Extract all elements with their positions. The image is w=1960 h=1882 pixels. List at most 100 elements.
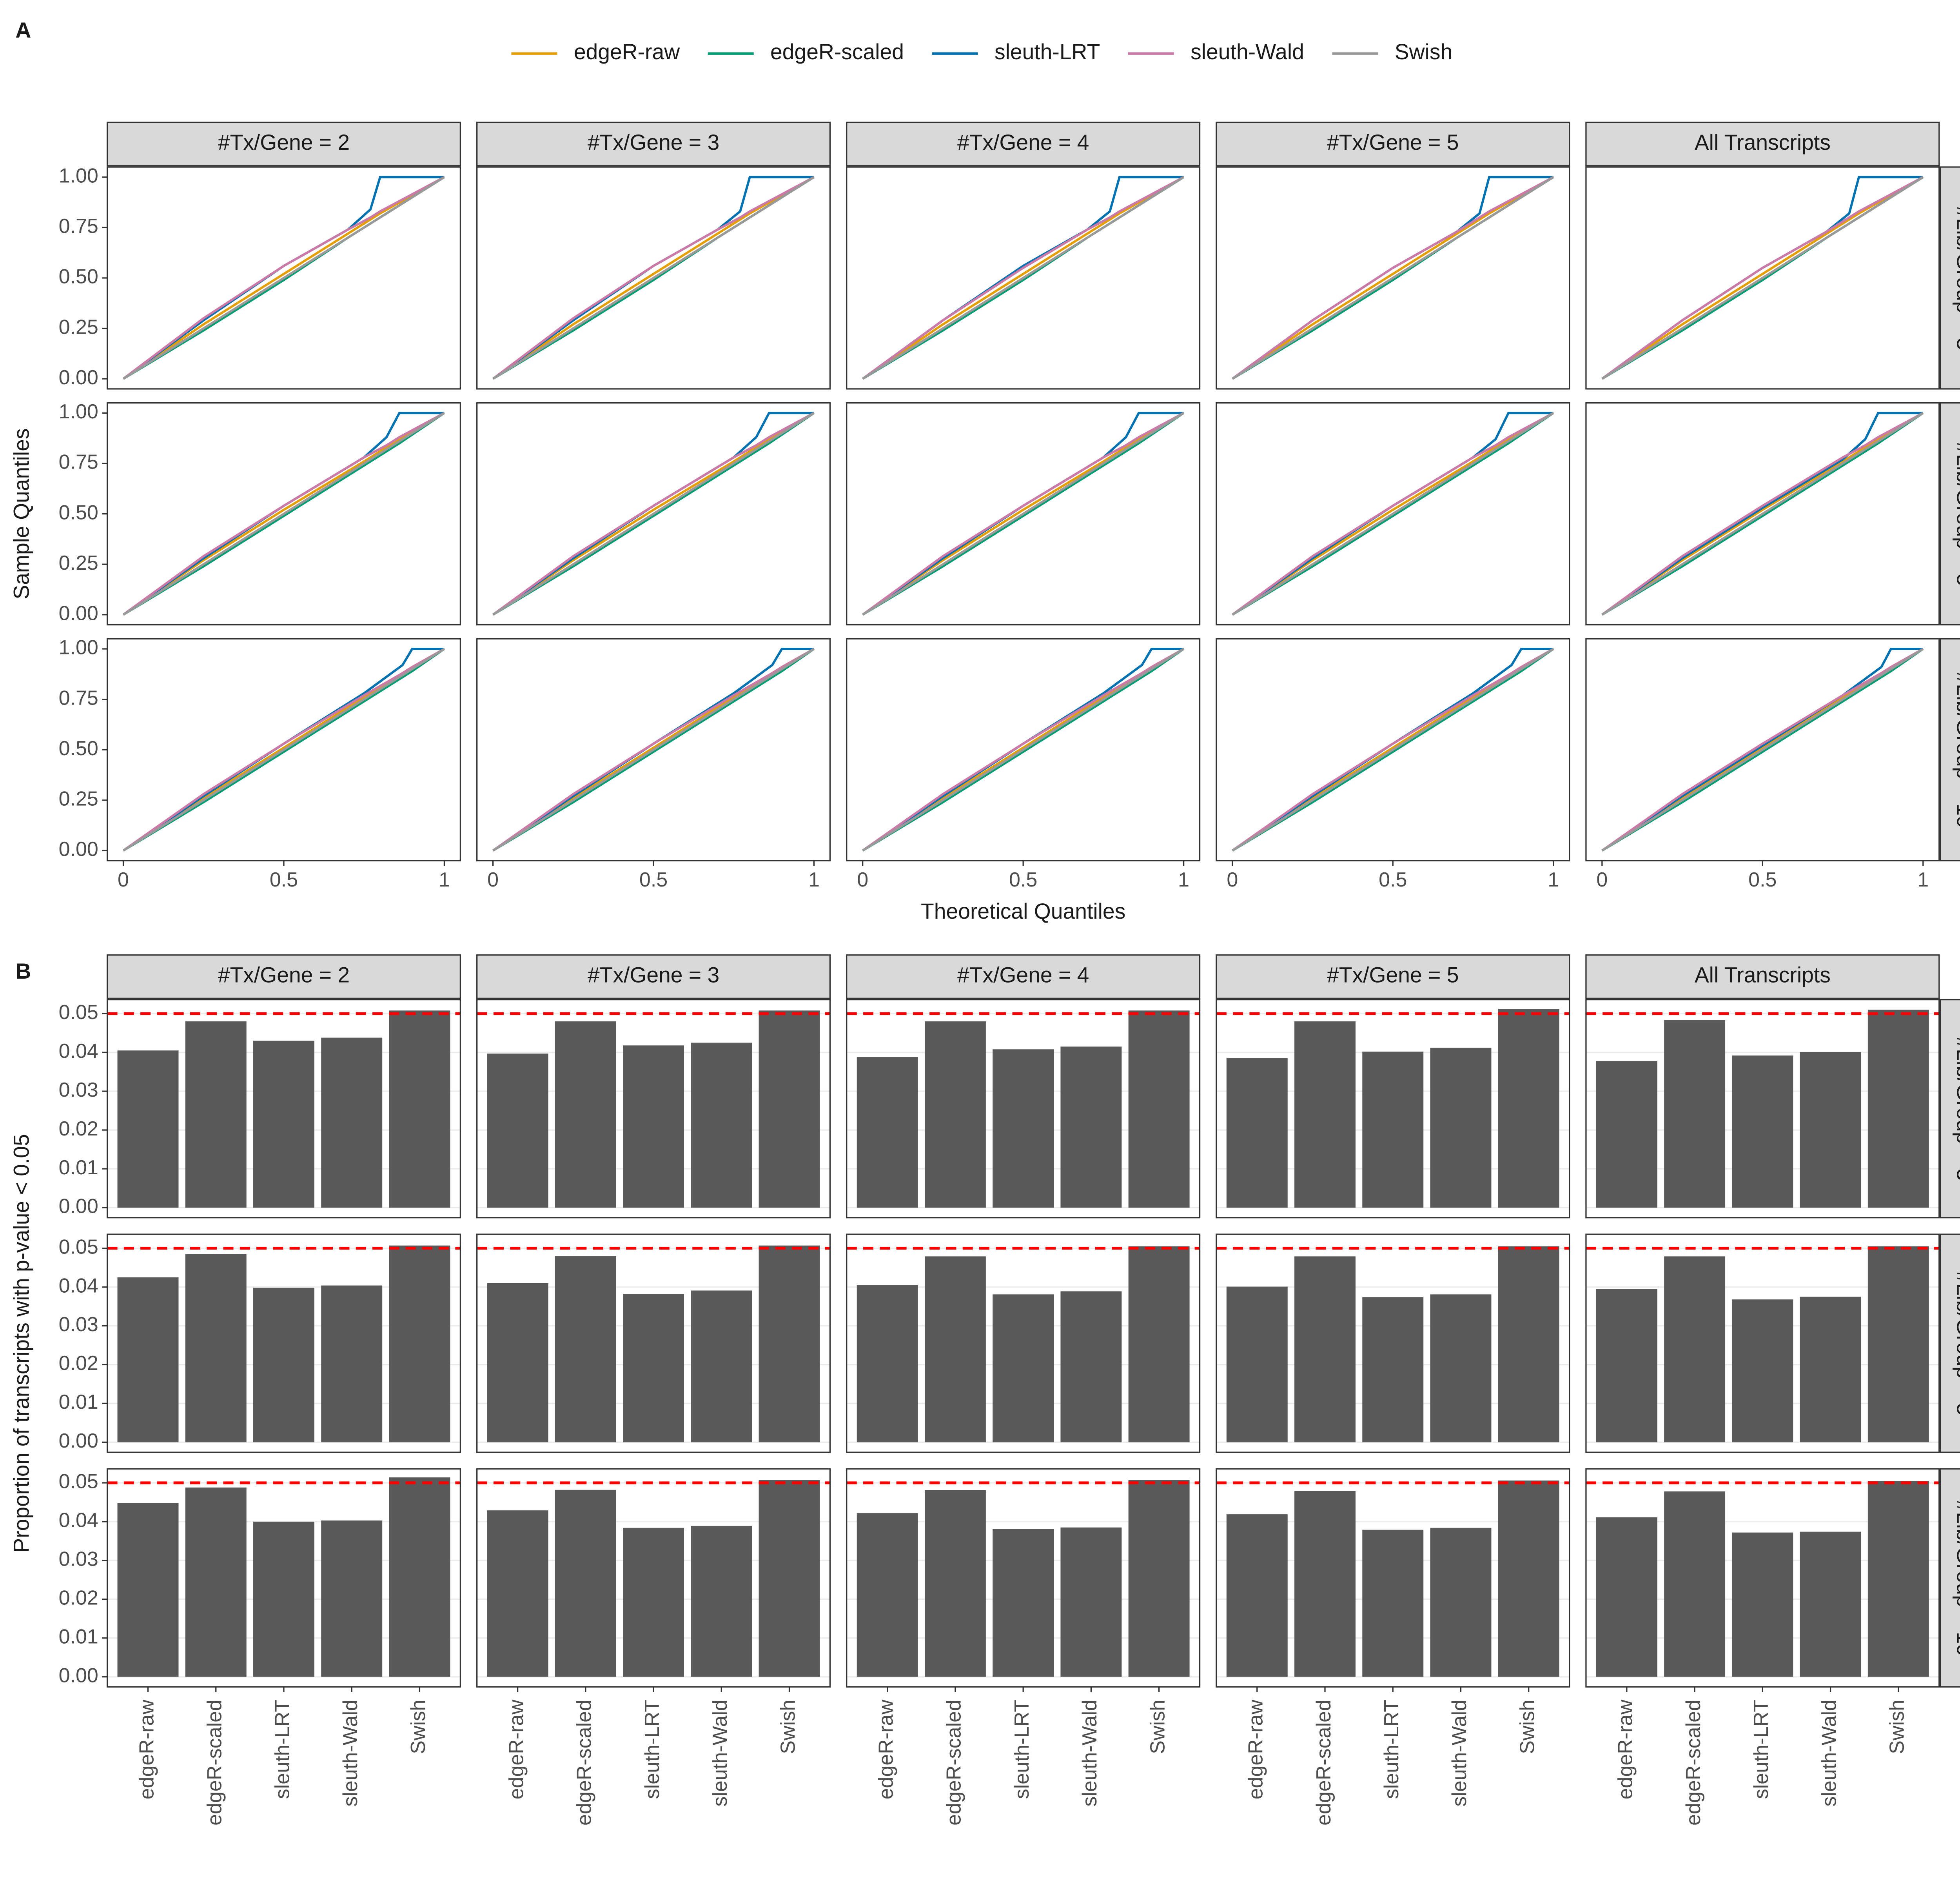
y-axis-title: Proportion of transcripts with p-value <… (9, 1134, 34, 1552)
column-strip (1585, 122, 1940, 167)
column-strip-label: #Tx/Gene = 2 (218, 963, 350, 987)
bar (1128, 1010, 1190, 1208)
bar (1060, 1046, 1122, 1208)
column-strip-label: #Tx/Gene = 5 (1327, 963, 1459, 987)
bar (321, 1037, 383, 1208)
bar (1430, 1048, 1492, 1208)
y-tick-label: 1.00 (59, 400, 98, 423)
y-tick-label: 0.00 (59, 1664, 98, 1687)
qq-line (1232, 176, 1554, 380)
x-axis-title: Theoretical Quantiles (921, 899, 1125, 923)
bar (185, 1021, 247, 1208)
x-tick-label: sleuth-LRT (1380, 1700, 1403, 1799)
bar (1867, 1481, 1929, 1677)
legend-label: edgeR-raw (574, 40, 680, 64)
bar (691, 1526, 752, 1677)
bar (117, 1503, 179, 1677)
row-strip (1940, 1468, 1960, 1688)
qq-line (122, 648, 445, 852)
x-tick-label: 0 (857, 868, 868, 891)
row-strip (1940, 166, 1960, 390)
bar (759, 1010, 820, 1208)
panel-border (106, 166, 461, 390)
bar (1226, 1286, 1288, 1442)
qq-line (1601, 176, 1924, 380)
x-tick-label: 0.5 (1379, 868, 1407, 891)
qq-line (1601, 648, 1924, 852)
bar (1498, 1481, 1559, 1677)
y-tick-label: 0.02 (59, 1587, 98, 1610)
x-tick-label: Swish (1886, 1700, 1909, 1754)
qq-line (1601, 412, 1924, 616)
qq-line (1232, 648, 1554, 852)
bar (1294, 1021, 1356, 1208)
y-tick-label: 0.00 (59, 366, 98, 389)
bar (1362, 1297, 1424, 1442)
bar (623, 1528, 684, 1677)
bar (1430, 1528, 1492, 1677)
qq-line (492, 648, 814, 852)
panel-border (846, 166, 1201, 390)
panel-border (1216, 1468, 1570, 1688)
panel-border (476, 1233, 831, 1453)
bar (857, 1057, 918, 1208)
bar (389, 1477, 450, 1677)
y-tick-label: 0.75 (59, 687, 98, 709)
column-strip-label: #Tx/Gene = 2 (218, 130, 350, 154)
qq-line (122, 648, 445, 852)
bar (924, 1490, 986, 1677)
qq-line (1232, 176, 1554, 380)
qq-line (1601, 412, 1923, 616)
column-strip-label: #Tx/Gene = 3 (588, 130, 719, 154)
qq-line (1232, 412, 1554, 616)
x-tick-label: edgeR-raw (1614, 1700, 1637, 1800)
panel-border (1216, 166, 1570, 390)
x-tick-label: edgeR-raw (875, 1700, 897, 1800)
panel-border (476, 999, 831, 1219)
column-strip-label: #Tx/Gene = 3 (588, 963, 719, 987)
legend-label: Swish (1395, 40, 1452, 64)
panel-border (846, 402, 1201, 626)
qq-line (492, 176, 815, 380)
x-tick-label: edgeR-scaled (1312, 1700, 1335, 1826)
qq-line (122, 176, 445, 380)
qq-line (492, 176, 815, 380)
x-tick-label: 1 (1917, 868, 1929, 891)
qq-line (492, 648, 815, 852)
column-strip (106, 954, 461, 999)
panel-label: A (15, 18, 31, 42)
bar (1498, 1009, 1559, 1208)
bar (1226, 1058, 1288, 1208)
qq-line (1601, 176, 1924, 380)
qq-line (122, 176, 445, 380)
y-tick-label: 0.00 (59, 1195, 98, 1218)
panel-border (476, 638, 831, 861)
qq-line (862, 176, 1185, 380)
bar (1294, 1491, 1356, 1677)
x-tick-label: sleuth-LRT (271, 1700, 294, 1799)
column-strip-label: #Tx/Gene = 5 (1327, 130, 1459, 154)
x-tick-label: sleuth-Wald (1078, 1700, 1101, 1807)
bar (321, 1285, 383, 1442)
bar (1800, 1531, 1861, 1677)
qq-line (1601, 648, 1924, 852)
qq-line (862, 648, 1185, 852)
x-tick-label: 0.5 (639, 868, 668, 891)
column-strip (1216, 954, 1570, 999)
bar (487, 1283, 548, 1442)
y-tick-label: 0.03 (59, 1548, 98, 1571)
bar (857, 1285, 918, 1442)
qq-line (492, 176, 815, 380)
bar (924, 1021, 986, 1208)
panel-border (846, 1233, 1201, 1453)
panel-label: B (15, 959, 31, 983)
row-strip (1940, 638, 1960, 861)
panel-border (476, 1468, 831, 1688)
y-tick-label: 0.50 (59, 265, 98, 288)
y-axis-title: Sample Quantiles (9, 428, 34, 599)
bar (321, 1520, 383, 1677)
panel-border (1585, 638, 1940, 861)
y-tick-label: 1.00 (59, 164, 98, 187)
y-tick-label: 0.01 (59, 1156, 98, 1179)
panel-border (1585, 402, 1940, 626)
